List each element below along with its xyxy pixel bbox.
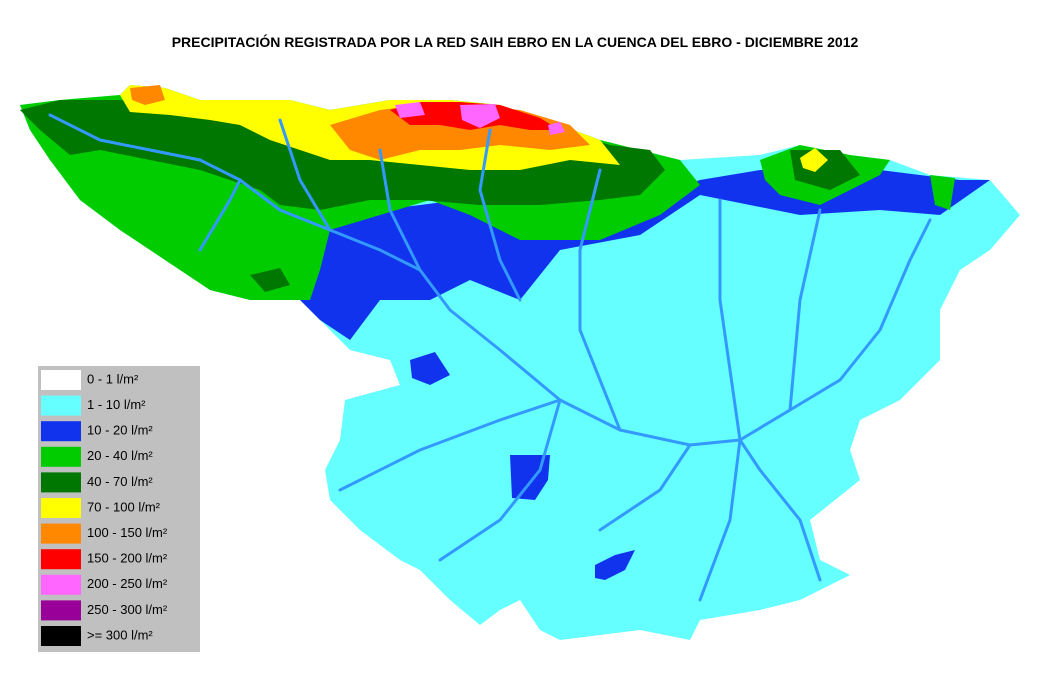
precipitation-regions: [20, 85, 1020, 640]
legend-label: 40 - 70 l/m²: [87, 474, 153, 489]
river: [598, 443, 692, 532]
legend-label: 70 - 100 l/m²: [87, 499, 161, 514]
region: [930, 175, 955, 210]
legend-swatch: [41, 600, 81, 621]
river: [788, 208, 822, 412]
legend-label: 250 - 300 l/m²: [87, 602, 168, 617]
legend-swatch: [41, 446, 81, 467]
region: [395, 102, 425, 118]
river: [378, 148, 422, 272]
legend-swatch: [41, 574, 81, 595]
river: [738, 438, 822, 582]
legend-label: 0 - 1 l/m²: [87, 371, 139, 386]
river: [198, 178, 242, 252]
legend-swatch: [41, 395, 81, 416]
legend-label: 10 - 20 l/m²: [87, 423, 153, 438]
region: [410, 352, 450, 385]
legend-swatch: [41, 523, 81, 544]
region: [595, 550, 635, 580]
legend: 0 - 1 l/m² 1 - 10 l/m² 10 - 20 l/m² 20 - 40…: [38, 366, 200, 652]
legend-label: >= 300 l/m²: [87, 627, 153, 642]
legend-label: 150 - 200 l/m²: [87, 551, 168, 566]
river: [578, 168, 622, 432]
region: [460, 104, 500, 128]
region: [250, 268, 290, 292]
legend-label: 20 - 40 l/m²: [87, 448, 153, 463]
legend-swatch: [41, 421, 81, 442]
river: [48, 113, 932, 447]
river: [338, 398, 562, 492]
legend-swatch: [41, 498, 81, 518]
river: [438, 398, 562, 562]
region: [130, 85, 165, 105]
legend-label: 100 - 150 l/m²: [87, 525, 168, 540]
rivers: [48, 113, 932, 602]
river: [698, 438, 742, 602]
map-title: PRECIPITACIÓN REGISTRADA POR LA RED SAIH…: [172, 33, 859, 50]
region: [800, 148, 828, 172]
river: [718, 198, 742, 442]
legend-label: 1 - 10 l/m²: [87, 397, 146, 412]
legend-swatch: [41, 472, 81, 493]
region: [548, 122, 565, 135]
legend-swatch: [41, 549, 81, 570]
legend-label: 200 - 250 l/m²: [87, 576, 168, 591]
legend-swatch: [41, 370, 81, 390]
legend-swatch: [41, 626, 81, 646]
river: [278, 118, 332, 232]
river: [478, 128, 522, 302]
